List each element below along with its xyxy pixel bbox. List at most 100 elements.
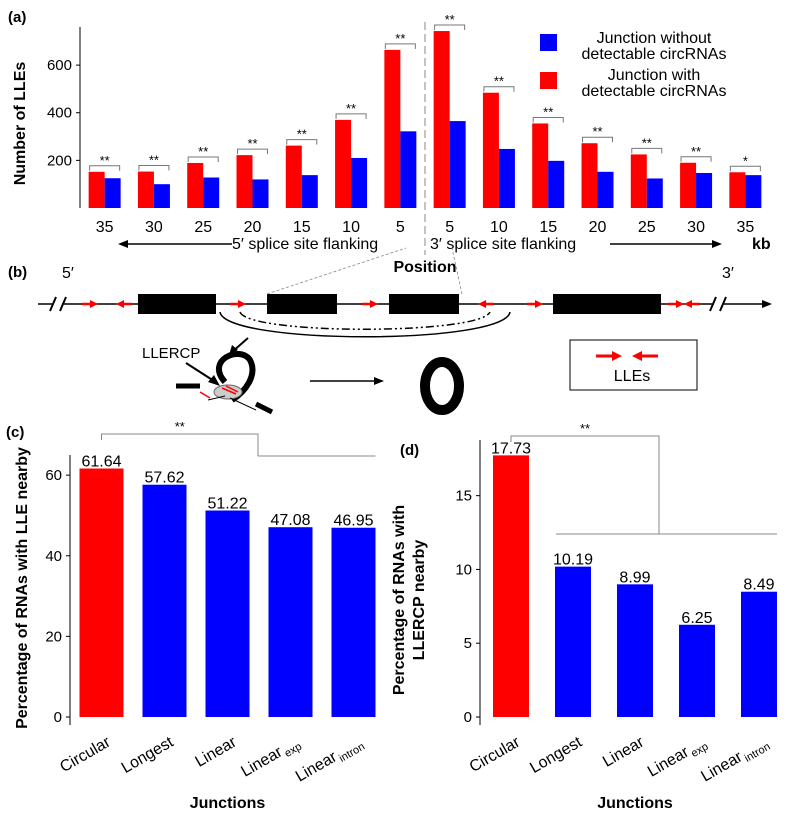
legend-label-blue-1: Junction without bbox=[597, 30, 712, 47]
lle-arrowhead bbox=[684, 300, 692, 308]
bar-a-blue bbox=[104, 178, 121, 208]
bar-a-red bbox=[729, 172, 746, 208]
y-axis-title: Percentage of RNAs with LLE nearby bbox=[14, 447, 31, 729]
bar-a-red bbox=[482, 92, 499, 208]
bar-a-blue bbox=[449, 121, 466, 208]
bar-a-blue bbox=[646, 178, 663, 208]
arrow-3prime-head bbox=[712, 240, 722, 248]
y-axis-title-a: Number of LLEs bbox=[12, 62, 29, 186]
y-tick-label-a: 200 bbox=[47, 152, 72, 169]
significance-label-a: ** bbox=[543, 104, 553, 119]
significance-bracket-a bbox=[483, 86, 515, 92]
bar-a-red bbox=[532, 123, 549, 208]
x-axis-title-a: Position bbox=[393, 259, 456, 276]
x-tick-label-a: 25 bbox=[194, 219, 212, 236]
significance-label: ** bbox=[580, 421, 590, 436]
y-tick-label: 10 bbox=[455, 561, 472, 578]
significance-label-a: ** bbox=[198, 144, 208, 159]
chart-d: 0 5 10 15 17.73 Circular 10.19 Longest 8.99 Linea… bbox=[391, 421, 777, 812]
x-tick-label: Linearexp bbox=[238, 734, 304, 783]
significance-label-a: ** bbox=[445, 12, 455, 27]
significance-label-a: ** bbox=[592, 124, 602, 139]
bar-a-red bbox=[137, 171, 154, 208]
bar-a-blue bbox=[203, 177, 220, 208]
x-tick-label-a: 35 bbox=[96, 219, 114, 236]
bar bbox=[493, 455, 529, 717]
bar-a-red bbox=[433, 31, 450, 208]
significance-label-a: ** bbox=[642, 135, 652, 150]
legend-arrowhead-right bbox=[612, 351, 622, 361]
significance-bracket bbox=[101, 433, 259, 456]
llercp-pointer-head bbox=[208, 375, 220, 386]
significance-bracket-a bbox=[680, 156, 712, 162]
group-label-5prime: 5′ splice site flanking bbox=[232, 236, 378, 253]
significance-label: ** bbox=[175, 419, 185, 434]
circrna-circle bbox=[420, 357, 464, 415]
bar-a-red bbox=[680, 162, 697, 208]
bar-a-blue bbox=[745, 175, 762, 208]
bar-a-red bbox=[285, 145, 302, 208]
exon-block bbox=[553, 294, 661, 314]
chart-c: 0 20 40 60 61.64 Circular 57.62 Longest 51.22 Lin… bbox=[14, 419, 376, 812]
legend-label-red-1: Junction with bbox=[608, 67, 701, 84]
significance-label-a: ** bbox=[346, 101, 356, 116]
three-prime-label: 3′ bbox=[722, 265, 734, 282]
legend-label-blue-2: detectable circRNAs bbox=[582, 46, 727, 63]
significance-bracket-a bbox=[286, 139, 318, 145]
x-tick-label-a: 35 bbox=[736, 219, 754, 236]
bar bbox=[268, 527, 313, 717]
pairing-loop-solid bbox=[219, 311, 511, 338]
lle-arrowhead bbox=[535, 300, 543, 308]
x-tick-label: Linearintron bbox=[698, 734, 772, 788]
bar-a-red bbox=[630, 154, 647, 208]
arrow-5prime-head bbox=[118, 240, 128, 248]
significance-bracket-a bbox=[582, 136, 613, 143]
bar-a-blue bbox=[252, 179, 269, 208]
panel-label-c: (c) bbox=[6, 424, 24, 441]
bar-a-blue bbox=[696, 172, 713, 208]
bar-a-red bbox=[581, 143, 598, 208]
bar-a-blue bbox=[301, 175, 318, 208]
lle-legend-box bbox=[569, 339, 698, 391]
y-tick-label: 0 bbox=[464, 709, 472, 726]
break-mark bbox=[719, 296, 727, 312]
hairpin-loop bbox=[215, 350, 256, 403]
bar bbox=[331, 527, 376, 717]
significance-bracket bbox=[510, 435, 660, 534]
significance-label-a: ** bbox=[395, 31, 405, 46]
y-axis-title: LLERCP nearby bbox=[411, 540, 428, 661]
exon-stub-right bbox=[254, 401, 274, 415]
bar-a-red bbox=[236, 155, 253, 208]
significance-bracket-a bbox=[729, 165, 761, 172]
x-tick-label: Linear bbox=[600, 733, 648, 770]
bar-a-blue bbox=[351, 157, 368, 208]
process-arrowhead bbox=[374, 377, 384, 385]
x-axis-title: Junctions bbox=[190, 795, 266, 812]
x-tick-label-a: 10 bbox=[342, 219, 360, 236]
legend-swatch-blue bbox=[540, 34, 557, 51]
x-tick-label-a: 10 bbox=[490, 219, 508, 236]
data-label: 46.95 bbox=[333, 513, 373, 530]
bar bbox=[205, 510, 250, 717]
x-tick-label-a: 25 bbox=[638, 219, 656, 236]
bar-a-blue bbox=[498, 148, 515, 208]
data-label: 17.73 bbox=[491, 440, 531, 457]
significance-bracket-a bbox=[434, 24, 466, 31]
significance-bracket-a bbox=[335, 113, 367, 119]
x-tick-label: Circular bbox=[467, 733, 524, 776]
x-tick-label: Linear bbox=[192, 733, 240, 770]
significance-bracket-a bbox=[138, 165, 170, 171]
bar-a-blue bbox=[400, 131, 417, 208]
lle-arrowhead bbox=[370, 300, 378, 308]
bar bbox=[617, 584, 653, 717]
llercp-pairs bbox=[199, 385, 239, 399]
significance-label-a: ** bbox=[297, 127, 307, 142]
x-tick-label-a: 15 bbox=[539, 219, 557, 236]
significance-label-a: ** bbox=[100, 153, 110, 168]
bar-a-blue bbox=[597, 171, 614, 208]
bar bbox=[679, 624, 715, 717]
significance-bracket-a bbox=[631, 147, 663, 154]
unit-label-a: kb bbox=[752, 236, 771, 253]
y-tick-label: 20 bbox=[45, 628, 62, 645]
